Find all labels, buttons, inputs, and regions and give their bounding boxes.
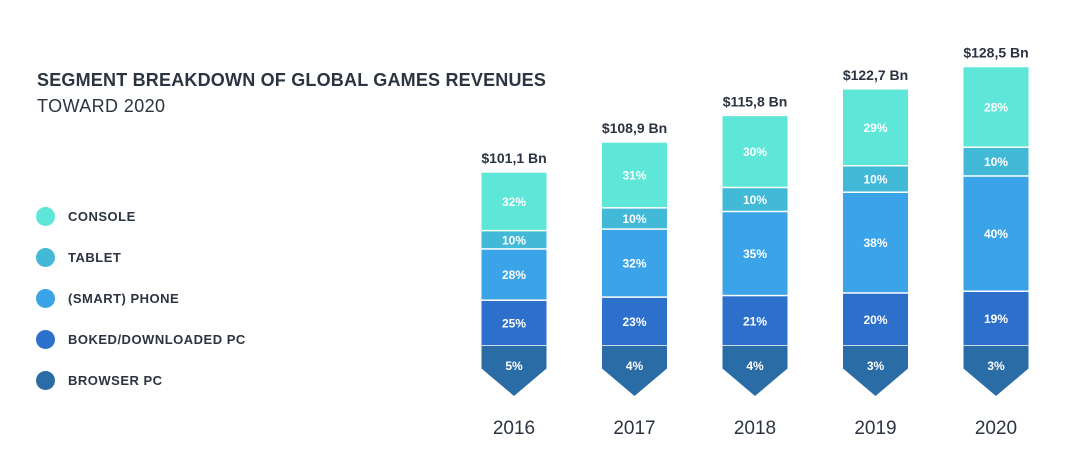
legend-item-browser-pc: BROWSER PC [36,370,246,390]
chart-subtitle: TOWARD 2020 [37,96,166,116]
legend-label-phone: (SMART) PHONE [68,290,180,306]
legend-dot-boxed-pc [36,329,55,349]
bar-segment-console-2017 [602,142,667,208]
bar-segment-smart-phone-2019 [843,192,908,293]
data-label-boked-downloaded-pc-2016: 25% [502,317,526,331]
bar-segment-boked-downloaded-pc-2016 [481,300,547,346]
data-label-console-2017: 31% [622,168,646,182]
bar-segment-browser-pc-2016 [481,346,547,396]
legend-label-boxed-pc: BOKED/DOWNLOADED PC [68,331,246,347]
bar-segment-smart-phone-2018 [722,212,788,295]
data-label-tablet-2020: 10% [984,155,1008,169]
x-tick-label-2017: 2017 [613,418,655,439]
chart-title: SEGMENT BREAKDOWN OF GLOBAL GAMES REVENU… [37,70,547,90]
data-label-smart-phone-2018: 35% [743,247,767,261]
data-label-tablet-2018: 10% [743,193,767,207]
legend-item-boxed-pc: BOKED/DOWNLOADED PC [36,329,246,349]
data-label-boked-downloaded-pc-2020: 19% [984,312,1008,326]
bar-segment-tablet-2019 [843,166,908,192]
data-label-tablet-2017: 10% [622,212,646,226]
legend-dot-phone [36,288,55,308]
total-label-2019: $122,7 Bn [843,67,908,83]
x-tick-label-2020: 2020 [975,418,1017,439]
data-label-smart-phone-2016: 28% [502,268,526,282]
legend-dot-tablet [36,247,55,267]
bar-segment-console-2016 [481,172,547,230]
bar-segment-boked-downloaded-pc-2018 [722,296,788,346]
bar-segment-boked-downloaded-pc-2019 [843,293,908,346]
bar-segment-console-2020 [963,67,1029,147]
chart-legend: CONSOLE TABLET (SMART) PHONE BOKED/DOWNL… [36,206,246,411]
bar-segment-browser-pc-2017 [602,346,667,396]
data-label-browser-pc-2018: 4% [746,359,764,373]
data-label-smart-phone-2017: 32% [622,257,646,271]
bar-segment-tablet-2020 [963,147,1029,176]
legend-item-phone: (SMART) PHONE [36,288,246,308]
data-label-console-2020: 28% [984,100,1008,114]
legend-dot-browser-pc [36,370,55,390]
data-label-browser-pc-2017: 4% [626,359,644,373]
total-label-2018: $115,8 Bn [723,93,788,109]
data-label-tablet-2016: 10% [502,233,526,247]
bar-segment-tablet-2018 [722,188,788,211]
bar-segment-tablet-2016 [481,231,547,249]
data-label-browser-pc-2019: 3% [867,359,885,373]
data-label-console-2018: 30% [743,145,767,159]
x-tick-label-2018: 2018 [734,418,776,439]
x-tick-label-2016: 2016 [493,418,535,439]
data-label-smart-phone-2020: 40% [984,227,1008,241]
legend-item-tablet: TABLET [36,247,246,267]
data-label-console-2019: 29% [863,121,887,135]
data-label-boked-downloaded-pc-2017: 23% [622,315,646,329]
legend-label-browser-pc: BROWSER PC [68,372,163,388]
bar-segment-boked-downloaded-pc-2017 [602,297,667,346]
bar-segment-browser-pc-2019 [843,346,908,396]
bar-segment-smart-phone-2016 [481,249,547,300]
bar-segment-console-2019 [843,89,908,165]
total-label-2016: $101,1 Bn [481,150,546,166]
bar-segment-smart-phone-2020 [963,176,1029,291]
bar-segment-browser-pc-2020 [963,346,1029,396]
x-tick-label-2019: 2019 [854,418,896,439]
bar-segment-console-2018 [722,116,788,187]
legend-item-console: CONSOLE [36,206,246,226]
bar-segment-smart-phone-2017 [602,229,667,297]
bar-segment-tablet-2017 [602,208,667,229]
data-label-tablet-2019: 10% [863,172,887,186]
legend-dot-console [36,206,55,226]
data-label-console-2016: 32% [502,195,526,209]
data-label-browser-pc-2020: 3% [987,359,1005,373]
bar-segment-browser-pc-2018 [722,346,788,396]
total-label-2017: $108,9 Bn [602,120,667,136]
data-label-browser-pc-2016: 5% [505,359,523,373]
legend-label-console: CONSOLE [68,208,136,224]
data-label-smart-phone-2019: 38% [863,236,887,250]
legend-label-tablet: TABLET [68,249,122,265]
bar-segment-boked-downloaded-pc-2020 [963,292,1029,346]
data-label-boked-downloaded-pc-2018: 21% [743,314,767,328]
data-label-boked-downloaded-pc-2019: 20% [863,313,887,327]
total-label-2020: $128,5 Bn [963,45,1028,61]
